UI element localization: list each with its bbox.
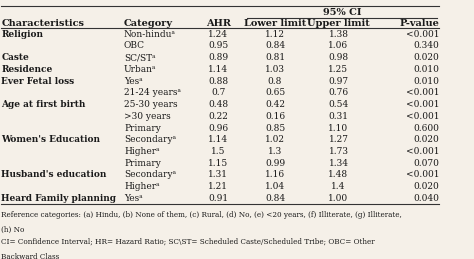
Text: 95% CI: 95% CI — [322, 8, 361, 17]
Text: 0.95: 0.95 — [208, 41, 228, 51]
Text: 0.020: 0.020 — [413, 53, 439, 62]
Text: 0.88: 0.88 — [208, 77, 228, 86]
Text: (h) No: (h) No — [1, 226, 25, 234]
Text: 0.54: 0.54 — [328, 100, 349, 109]
Text: 1.15: 1.15 — [208, 159, 228, 168]
Text: <0.001: <0.001 — [406, 88, 439, 97]
Text: <0.001: <0.001 — [406, 170, 439, 179]
Text: 0.96: 0.96 — [208, 124, 228, 133]
Text: 1.03: 1.03 — [265, 65, 285, 74]
Text: Non-hinduᵃ: Non-hinduᵃ — [124, 30, 176, 39]
Text: 1.38: 1.38 — [328, 30, 348, 39]
Text: 1.25: 1.25 — [328, 65, 348, 74]
Text: 25-30 years: 25-30 years — [124, 100, 178, 109]
Text: Women's Education: Women's Education — [1, 135, 100, 144]
Text: 0.98: 0.98 — [328, 53, 348, 62]
Text: Religion: Religion — [1, 30, 44, 39]
Text: Secondaryᵃ: Secondaryᵃ — [124, 170, 176, 179]
Text: Secondaryᵃ: Secondaryᵃ — [124, 135, 176, 144]
Text: 1.3: 1.3 — [268, 147, 282, 156]
Text: Age at first birth: Age at first birth — [1, 100, 86, 109]
Text: Characteristics: Characteristics — [1, 19, 84, 28]
Text: <0.001: <0.001 — [406, 30, 439, 39]
Text: 0.81: 0.81 — [265, 53, 285, 62]
Text: >30 years: >30 years — [124, 112, 171, 121]
Text: 0.340: 0.340 — [413, 41, 439, 51]
Text: 1.12: 1.12 — [265, 30, 285, 39]
Text: 0.070: 0.070 — [413, 159, 439, 168]
Text: 0.010: 0.010 — [413, 77, 439, 86]
Text: Husband's education: Husband's education — [1, 170, 107, 179]
Text: 0.76: 0.76 — [328, 88, 348, 97]
Text: 0.16: 0.16 — [265, 112, 285, 121]
Text: 1.10: 1.10 — [328, 124, 348, 133]
Text: Primary: Primary — [124, 159, 161, 168]
Text: 0.97: 0.97 — [328, 77, 348, 86]
Text: Primary: Primary — [124, 124, 161, 133]
Text: OBC: OBC — [124, 41, 145, 51]
Text: 1.00: 1.00 — [328, 194, 348, 203]
Text: Yesᵃ: Yesᵃ — [124, 77, 143, 86]
Text: Ever Fetal loss: Ever Fetal loss — [1, 77, 74, 86]
Text: 1.48: 1.48 — [328, 170, 348, 179]
Text: 1.14: 1.14 — [208, 65, 228, 74]
Text: Lower limit: Lower limit — [244, 19, 306, 28]
Text: 0.91: 0.91 — [208, 194, 228, 203]
Text: 0.85: 0.85 — [265, 124, 285, 133]
Text: 0.99: 0.99 — [265, 159, 285, 168]
Text: 1.14: 1.14 — [208, 135, 228, 144]
Text: CI= Confidence Interval; HR= Hazard Ratio; SC\ST= Scheduled Caste/Scheduled Trib: CI= Confidence Interval; HR= Hazard Rati… — [1, 238, 375, 246]
Text: 0.020: 0.020 — [413, 135, 439, 144]
Text: 0.84: 0.84 — [265, 194, 285, 203]
Text: Higherᵃ: Higherᵃ — [124, 182, 160, 191]
Text: AHR: AHR — [206, 19, 231, 28]
Text: 0.65: 0.65 — [265, 88, 285, 97]
Text: Backward Class: Backward Class — [1, 253, 60, 259]
Text: Urbanᵃ: Urbanᵃ — [124, 65, 156, 74]
Text: 1.31: 1.31 — [208, 170, 228, 179]
Text: 0.31: 0.31 — [328, 112, 348, 121]
Text: 0.89: 0.89 — [208, 53, 228, 62]
Text: 0.7: 0.7 — [211, 88, 225, 97]
Text: 0.42: 0.42 — [265, 100, 285, 109]
Text: Heard Family planning: Heard Family planning — [1, 194, 117, 203]
Text: 1.4: 1.4 — [331, 182, 346, 191]
Text: Caste: Caste — [1, 53, 29, 62]
Text: P-value: P-value — [399, 19, 439, 28]
Text: 21-24 yearsᵃ: 21-24 yearsᵃ — [124, 88, 181, 97]
Text: 0.020: 0.020 — [413, 182, 439, 191]
Text: Reference categories: (a) Hindu, (b) None of them, (c) Rural, (d) No, (e) <20 ye: Reference categories: (a) Hindu, (b) Non… — [1, 211, 402, 219]
Text: Category: Category — [124, 19, 173, 28]
Text: 0.8: 0.8 — [268, 77, 282, 86]
Text: Upper limit: Upper limit — [307, 19, 370, 28]
Text: <0.001: <0.001 — [406, 112, 439, 121]
Text: SC/STᵃ: SC/STᵃ — [124, 53, 155, 62]
Text: 1.06: 1.06 — [328, 41, 348, 51]
Text: 0.48: 0.48 — [208, 100, 228, 109]
Text: 1.24: 1.24 — [208, 30, 228, 39]
Text: <0.001: <0.001 — [406, 147, 439, 156]
Text: 1.5: 1.5 — [211, 147, 225, 156]
Text: 0.040: 0.040 — [413, 194, 439, 203]
Text: 1.16: 1.16 — [265, 170, 285, 179]
Text: Yesᵃ: Yesᵃ — [124, 194, 143, 203]
Text: 1.27: 1.27 — [328, 135, 348, 144]
Text: 0.84: 0.84 — [265, 41, 285, 51]
Text: Higherᵃ: Higherᵃ — [124, 147, 160, 156]
Text: 1.21: 1.21 — [208, 182, 228, 191]
Text: 0.22: 0.22 — [208, 112, 228, 121]
Text: 1.73: 1.73 — [328, 147, 348, 156]
Text: 1.04: 1.04 — [265, 182, 285, 191]
Text: <0.001: <0.001 — [406, 100, 439, 109]
Text: 0.600: 0.600 — [413, 124, 439, 133]
Text: 0.010: 0.010 — [413, 65, 439, 74]
Text: 1.34: 1.34 — [328, 159, 348, 168]
Text: 1.02: 1.02 — [265, 135, 285, 144]
Text: Residence: Residence — [1, 65, 53, 74]
